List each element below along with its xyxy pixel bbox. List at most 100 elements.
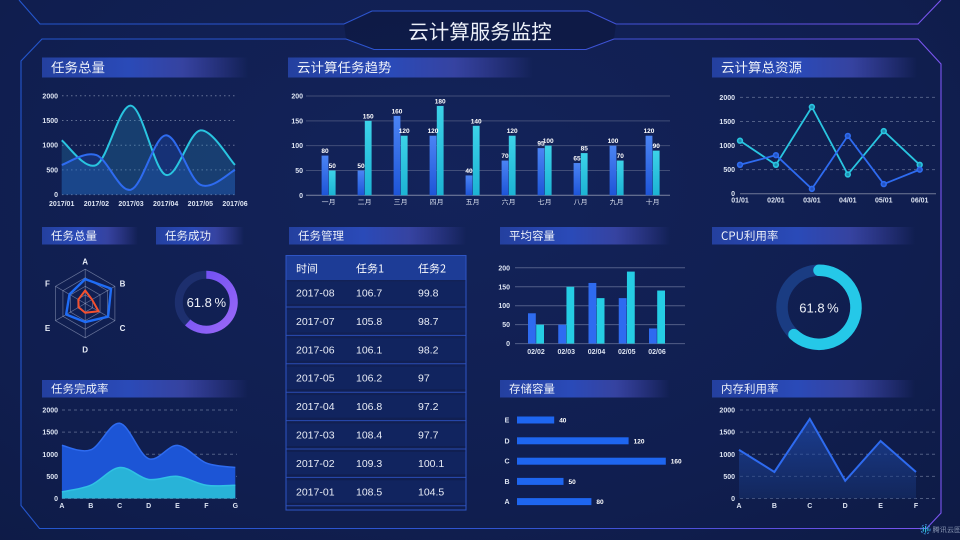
svg-text:0: 0 [54, 496, 58, 503]
svg-text:100.1: 100.1 [418, 458, 444, 470]
svg-text:2017/06: 2017/06 [222, 201, 247, 208]
svg-text:200: 200 [498, 265, 510, 272]
svg-text:80: 80 [321, 148, 329, 155]
svg-text:G: G [233, 503, 239, 510]
svg-text:A: A [82, 258, 88, 267]
svg-text:1500: 1500 [42, 118, 58, 125]
svg-text:65: 65 [573, 156, 581, 163]
svg-text:B: B [504, 479, 509, 486]
svg-text:200: 200 [291, 94, 303, 101]
svg-text:04/01: 04/01 [839, 198, 857, 205]
svg-text:106.1: 106.1 [356, 344, 382, 356]
svg-text:D: D [82, 346, 88, 355]
svg-text:0: 0 [54, 192, 58, 199]
svg-text:98.7: 98.7 [418, 316, 439, 328]
svg-text:160: 160 [392, 108, 403, 115]
svg-text:106.7: 106.7 [356, 288, 382, 300]
svg-text:98.2: 98.2 [418, 344, 439, 356]
svg-text:03/01: 03/01 [803, 198, 821, 205]
svg-text:108.5: 108.5 [356, 486, 382, 498]
svg-text:40: 40 [559, 418, 567, 425]
svg-text:120: 120 [428, 128, 439, 135]
svg-text:50: 50 [329, 163, 337, 170]
svg-text:50: 50 [502, 322, 510, 329]
svg-text:2000: 2000 [719, 408, 735, 415]
svg-text:2017/01: 2017/01 [49, 201, 74, 208]
svg-text:1000: 1000 [42, 452, 58, 459]
svg-text:2017/03: 2017/03 [118, 201, 143, 208]
svg-text:1500: 1500 [719, 119, 735, 126]
svg-text:500: 500 [46, 167, 58, 174]
svg-text:120: 120 [507, 128, 518, 135]
svg-text:104.5: 104.5 [418, 486, 444, 498]
svg-text:61.8 %: 61.8 % [187, 295, 227, 310]
svg-text:F: F [914, 503, 919, 510]
svg-text:2017/05: 2017/05 [188, 201, 213, 208]
svg-text:500: 500 [723, 474, 735, 481]
svg-text:120: 120 [399, 128, 410, 135]
svg-text:120: 120 [634, 438, 645, 445]
svg-text:0: 0 [731, 191, 735, 198]
svg-text:06/01: 06/01 [911, 198, 929, 205]
svg-text:0: 0 [506, 341, 510, 348]
svg-text:D: D [504, 438, 509, 445]
svg-text:02/04: 02/04 [588, 349, 606, 356]
svg-text:2017-01: 2017-01 [296, 486, 335, 498]
svg-text:90: 90 [653, 143, 661, 150]
svg-text:70: 70 [501, 153, 509, 160]
svg-text:2017-02: 2017-02 [296, 458, 335, 470]
svg-text:100: 100 [543, 138, 554, 145]
svg-text:01/01: 01/01 [731, 198, 749, 205]
svg-text:E: E [505, 418, 510, 425]
svg-text:02/06: 02/06 [648, 349, 666, 356]
svg-text:2017-03: 2017-03 [296, 430, 335, 442]
svg-text:109.3: 109.3 [356, 458, 382, 470]
svg-text:2000: 2000 [42, 93, 58, 100]
svg-text:2017-06: 2017-06 [296, 344, 335, 356]
svg-text:02/03: 02/03 [557, 349, 575, 356]
svg-text:95: 95 [537, 141, 545, 148]
svg-text:97.2: 97.2 [418, 401, 439, 413]
svg-text:500: 500 [723, 167, 735, 174]
svg-text:B: B [120, 280, 126, 289]
svg-text:C: C [117, 503, 122, 510]
svg-text:2017/04: 2017/04 [153, 201, 178, 208]
svg-text:C: C [504, 459, 509, 466]
svg-text:2000: 2000 [42, 408, 58, 415]
svg-text:150: 150 [363, 113, 374, 120]
svg-text:E: E [45, 324, 51, 333]
svg-text:70: 70 [617, 153, 625, 160]
svg-text:E: E [175, 503, 180, 510]
svg-text:2017-08: 2017-08 [296, 288, 335, 300]
svg-text:108.4: 108.4 [356, 430, 382, 442]
svg-text:106.8: 106.8 [356, 401, 382, 413]
svg-text:99.8: 99.8 [418, 288, 439, 300]
svg-text:500: 500 [46, 474, 58, 481]
svg-text:2017-07: 2017-07 [296, 316, 335, 328]
svg-text:100: 100 [608, 138, 619, 145]
svg-text:D: D [146, 503, 151, 510]
svg-text:C: C [807, 503, 812, 510]
svg-text:A: A [504, 499, 509, 506]
svg-text:1000: 1000 [42, 143, 58, 150]
svg-text:1500: 1500 [42, 430, 58, 437]
svg-text:2000: 2000 [719, 95, 735, 102]
svg-text:180: 180 [435, 98, 446, 105]
svg-text:A: A [736, 503, 741, 510]
svg-text:C: C [120, 324, 126, 333]
svg-text:D: D [843, 503, 848, 510]
svg-text:61.8 %: 61.8 % [799, 300, 839, 315]
svg-text:40: 40 [465, 168, 473, 175]
svg-text:106.2: 106.2 [356, 373, 382, 385]
svg-text:150: 150 [291, 118, 303, 125]
svg-text:100: 100 [291, 143, 303, 150]
svg-text:02/02: 02/02 [527, 349, 545, 356]
svg-text:50: 50 [295, 168, 303, 175]
svg-text:05/01: 05/01 [875, 198, 893, 205]
svg-text:02/05: 02/05 [618, 349, 636, 356]
svg-text:97: 97 [418, 373, 430, 385]
svg-text:1000: 1000 [719, 452, 735, 459]
svg-text:E: E [878, 503, 883, 510]
svg-text:B: B [88, 503, 93, 510]
svg-text:80: 80 [596, 499, 604, 506]
